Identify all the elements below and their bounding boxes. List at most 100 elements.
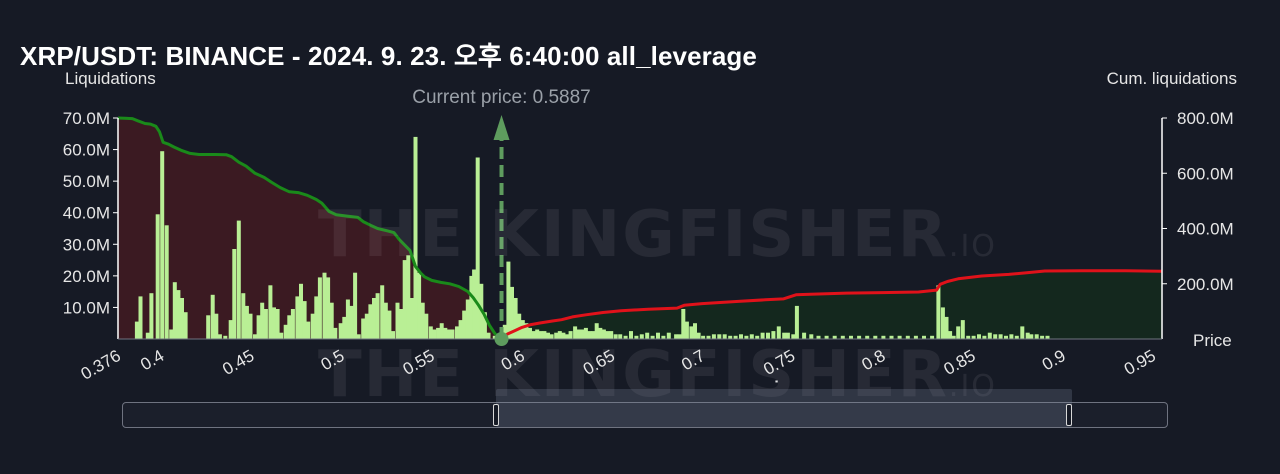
liquidation-bar [591, 331, 596, 339]
liquidation-bar [513, 298, 518, 339]
liquidation-bar [432, 329, 437, 339]
liquidation-bar [565, 334, 569, 339]
liquidation-bar [666, 332, 671, 339]
liquidation-bar [134, 321, 139, 339]
liquidation-bar [210, 294, 215, 339]
liquidation-bar [956, 326, 961, 339]
liquidation-bar [1045, 335, 1050, 339]
liquidation-bar [977, 334, 981, 339]
liquidation-bar [605, 331, 610, 339]
range-slider[interactable]: ''' [122, 380, 1168, 428]
liquidation-bar [609, 331, 614, 339]
range-handle-left[interactable] [493, 404, 499, 426]
liquidation-bar [561, 332, 566, 339]
liquidation-bar [782, 332, 787, 339]
liquidation-bar [475, 157, 480, 339]
liquidation-bar [387, 310, 392, 339]
liquidation-bar [256, 315, 261, 339]
liquidation-bar [794, 305, 799, 339]
liquidation-bar [455, 326, 459, 339]
liquidation-bar [1004, 335, 1008, 339]
y2-tick-label: 800.0M [1177, 109, 1234, 128]
liquidation-bar [314, 296, 319, 339]
y-tick-label: 50.0M [63, 172, 110, 191]
liquidation-bar [639, 334, 644, 339]
liquidation-bar [824, 335, 829, 339]
current-price-label: Current price: 0.5887 [412, 87, 591, 108]
range-handle-right[interactable] [1066, 404, 1072, 426]
liquidation-bar [428, 326, 433, 339]
x-tick-label: 0.376 [78, 346, 124, 384]
liquidation-bar [462, 310, 467, 339]
y-tick-label: 10.0M [63, 298, 110, 317]
liquidation-bar [840, 335, 845, 339]
liquidation-bars [134, 136, 1050, 340]
liquidation-bar [406, 255, 411, 339]
y-tick-label: 40.0M [63, 204, 110, 223]
liquidation-bar [711, 334, 716, 339]
liquidation-bar [1009, 334, 1014, 339]
liquidation-bar [236, 220, 241, 339]
liquidation-bar [169, 329, 174, 339]
liquidation-bar [214, 313, 219, 339]
liquidation-bar [791, 334, 796, 339]
liquidation-bar [629, 331, 633, 339]
liquidation-bar [785, 332, 790, 339]
liquidation-bar [749, 334, 754, 339]
liquidation-bar [302, 301, 307, 339]
liquidation-bar [689, 326, 694, 339]
liquidation-bar [557, 331, 562, 339]
liquidation-bar [771, 331, 776, 339]
liquidation-bar [998, 334, 1003, 339]
liquidation-bar [383, 302, 388, 339]
liquidation-bar [436, 327, 441, 339]
y-axis-title: Liquidations [65, 69, 156, 88]
liquidation-bar [1014, 335, 1019, 339]
liquidation-bar [531, 331, 536, 339]
liquidation-bar [342, 316, 347, 339]
cumulative-fills [118, 118, 1162, 339]
range-slider-window[interactable]: ''' [496, 380, 1072, 427]
x-tick-label: 0.6 [498, 346, 528, 374]
liquidation-bar [402, 260, 407, 339]
cumulative-lines [117, 116, 1163, 341]
y-tick-label: 70.0M [63, 109, 110, 128]
liquidation-bar [372, 298, 376, 339]
liquidation-bar [333, 327, 338, 339]
liquidation-bar [345, 299, 350, 339]
liquidation-bar [380, 285, 385, 339]
liquidation-bar [172, 282, 177, 339]
liquidation-bar [223, 335, 228, 339]
liquidation-bar [465, 299, 470, 339]
liquidation-bar [361, 318, 366, 339]
liquidation-bar [573, 326, 578, 339]
liquidation-bar [164, 225, 169, 339]
liquidation-bar [701, 335, 706, 339]
liquidation-bar [722, 334, 727, 339]
liquidation-bar [472, 269, 477, 339]
liquidation-bar [322, 272, 327, 339]
liquidation-bar [613, 334, 618, 339]
liquidation-bar [940, 307, 945, 339]
current-price-dot [494, 332, 509, 346]
liquidation-bar [206, 315, 211, 339]
x-tick-label: 0.75 [760, 346, 798, 379]
liquidation-bar [645, 332, 650, 339]
liquidation-bar [889, 335, 894, 339]
liquidation-bar [469, 275, 474, 339]
liquidation-bar [776, 326, 781, 339]
liquidation-bar [681, 309, 686, 339]
range-slider-grip[interactable]: ''' [775, 379, 778, 389]
liquidation-bar [760, 332, 765, 339]
liquidation-bar [809, 334, 814, 339]
cum-right-fill [501, 270, 1162, 339]
liquidation-bar [634, 335, 639, 339]
liquidation-bar [458, 320, 463, 339]
liquidation-bar [244, 305, 249, 339]
x-tick-label: 0.7 [678, 346, 708, 374]
cum-left-line [117, 116, 503, 341]
x-tick-label: 0.9 [1039, 346, 1069, 374]
liquidation-bar [802, 332, 807, 339]
liquidation-bar [971, 335, 976, 339]
liquidation-bar [317, 277, 322, 339]
